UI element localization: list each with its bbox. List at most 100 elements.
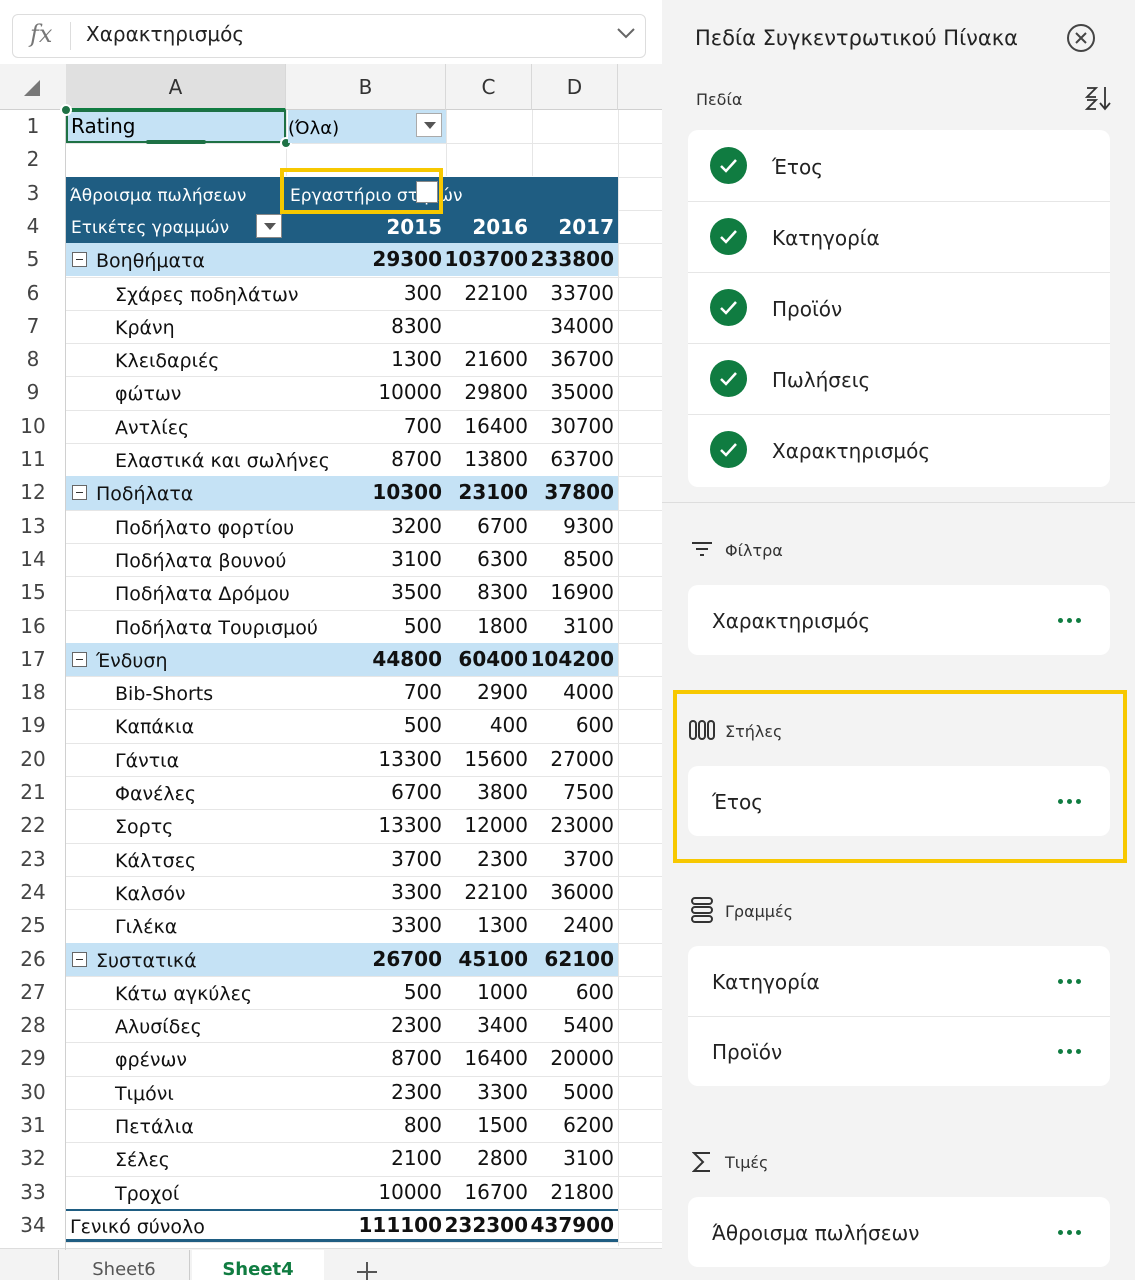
area-item[interactable]: Άθροισμα πωλήσεων — [712, 1221, 920, 1245]
group-row — [66, 476, 618, 510]
row-number: 24 — [20, 879, 46, 904]
formula-expand[interactable] — [616, 26, 636, 40]
collapse-button[interactable] — [72, 252, 87, 268]
item-label: Κάλτσες — [115, 849, 197, 872]
row-header-col — [0, 110, 66, 1250]
row-number: 12 — [20, 480, 46, 505]
grid-line — [66, 676, 662, 678]
area-item[interactable]: Προϊόν — [712, 1040, 783, 1064]
year-header: 2016 — [472, 214, 528, 239]
field-checkbox[interactable] — [710, 147, 747, 184]
row-number: 23 — [20, 846, 46, 871]
more-button[interactable] — [1058, 799, 1084, 805]
formula-separator — [70, 22, 71, 50]
grid-line — [66, 1009, 662, 1011]
value-cell: 62100 — [544, 946, 614, 971]
grid-line — [66, 776, 662, 777]
value-cell: 1300 — [391, 347, 442, 372]
close-button[interactable] — [1066, 23, 1096, 53]
row-filter-button[interactable] — [256, 213, 282, 238]
more-button[interactable] — [1058, 979, 1084, 985]
row-number: 10 — [20, 413, 46, 438]
formula-value[interactable]: Χαρακτηρισμός — [86, 22, 245, 46]
value-cell: 233800 — [530, 247, 615, 272]
row-number: 2 — [26, 147, 40, 172]
item-label: Γιλέκα — [115, 916, 178, 939]
grid-line — [66, 143, 662, 145]
more-button[interactable] — [1058, 1230, 1084, 1236]
grid-line — [66, 1242, 662, 1244]
row-number: 21 — [20, 780, 46, 804]
column-header[interactable]: A — [66, 64, 286, 110]
value-cell: 6700 — [477, 513, 528, 538]
field-checkbox[interactable] — [710, 360, 747, 397]
collapse-button[interactable] — [72, 485, 87, 501]
row-number: 5 — [26, 247, 40, 272]
value-cell: 10300 — [372, 480, 442, 505]
item-label: Τιμόνι — [115, 1082, 174, 1105]
area-item[interactable]: Έτος — [712, 790, 763, 814]
value-cell: 16900 — [550, 580, 614, 605]
pivot-header — [66, 176, 618, 244]
value-cell: 700 — [403, 680, 442, 705]
group-label: Ένδυση — [96, 649, 168, 672]
value-cell: 8300 — [477, 580, 528, 605]
collapse-button[interactable] — [72, 651, 87, 667]
resize-handle — [146, 140, 206, 145]
filter-field-cell[interactable]: Rating — [66, 110, 286, 144]
value-cell: 29300 — [372, 247, 442, 272]
year-header: 2015 — [386, 214, 442, 239]
row-number: 8 — [26, 347, 40, 372]
field-name: Πωλήσεις — [772, 368, 871, 392]
column-header[interactable]: B — [286, 64, 446, 110]
row-number: 29 — [20, 1046, 46, 1071]
more-button[interactable] — [1058, 1049, 1084, 1055]
column-header[interactable]: C — [446, 64, 532, 110]
value-cell: 36000 — [550, 879, 614, 904]
grid-line — [66, 576, 662, 578]
item-label: Αντλίες — [115, 416, 190, 439]
value-cell: 1300 — [477, 913, 528, 938]
dropdown-button[interactable] — [416, 113, 442, 137]
value-cell: 3400 — [477, 1013, 528, 1038]
value-cell: 3300 — [477, 1079, 528, 1104]
area-item[interactable]: Χαρακτηρισμός — [712, 609, 871, 633]
collapse-button[interactable] — [72, 951, 87, 967]
item-label: Φανέλες — [115, 783, 197, 805]
value-cell: 2300 — [477, 846, 528, 871]
item-label: Κράνη — [115, 316, 175, 339]
value-cell: 13800 — [464, 447, 528, 471]
field-checkbox[interactable] — [710, 218, 747, 255]
grid-line — [66, 309, 662, 311]
sort-button[interactable] — [1084, 84, 1112, 112]
area-item[interactable]: Κατηγορία — [712, 970, 820, 994]
grid-line — [66, 842, 662, 844]
more-button[interactable] — [1058, 618, 1084, 624]
value-cell: 34000 — [550, 313, 614, 338]
item-label: φρένων — [115, 1049, 188, 1072]
value-cell: 103700 — [444, 247, 529, 272]
value-cell: 33700 — [550, 280, 614, 305]
column-filter-button[interactable] — [416, 180, 438, 203]
value-cell: 2400 — [563, 913, 614, 938]
value-cell: 26700 — [372, 946, 442, 971]
filters-card: Χαρακτηρισμός — [688, 585, 1110, 655]
field-checkbox[interactable] — [710, 431, 747, 468]
add-sheet[interactable] — [355, 1260, 379, 1280]
value-cell: 6300 — [477, 546, 528, 571]
value-cell: 8300 — [391, 313, 442, 338]
value-cell: 15600 — [464, 746, 528, 771]
value-cell: 3100 — [563, 1146, 614, 1171]
value-cell: 63700 — [550, 447, 614, 471]
value-cell: 23100 — [458, 480, 528, 505]
column-header[interactable]: D — [532, 64, 618, 110]
item-label: Γάντια — [115, 749, 180, 772]
field-checkbox[interactable] — [710, 289, 747, 326]
field-divider — [688, 272, 1110, 273]
row-number: 3 — [26, 180, 40, 205]
sheet-tab[interactable]: Sheet6 — [58, 1250, 190, 1280]
row-number: 34 — [20, 1212, 46, 1237]
sheet-tab[interactable]: Sheet4 — [192, 1250, 324, 1280]
values-card: Άθροισμα πωλήσεων — [688, 1197, 1110, 1267]
panel-divider — [662, 502, 1135, 503]
